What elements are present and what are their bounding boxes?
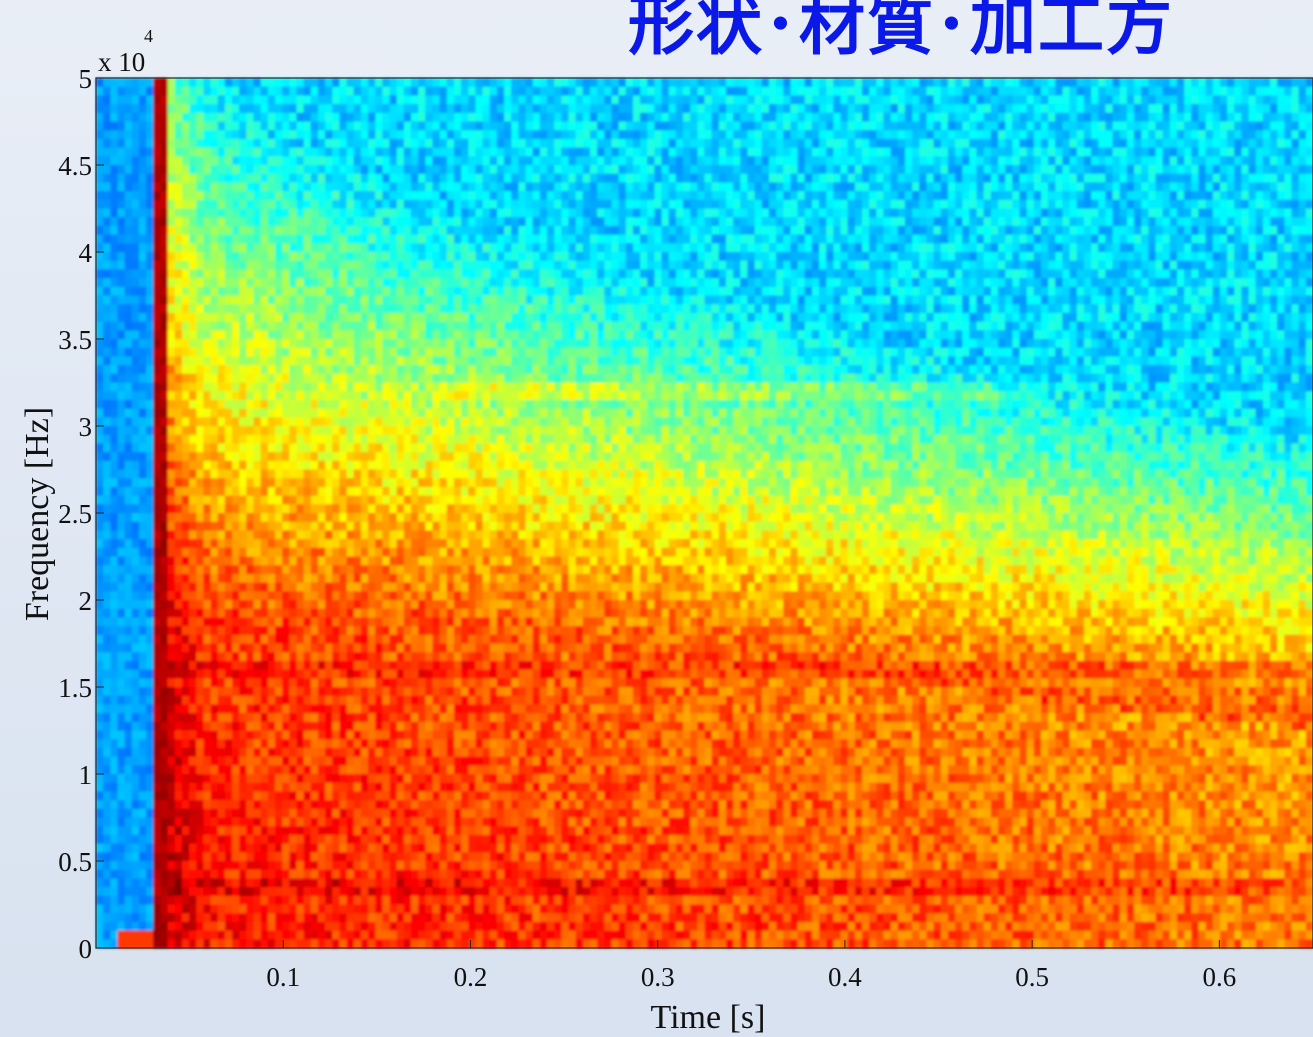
y-tick-label: 2 <box>79 586 93 616</box>
y-tick-label: 5 <box>79 64 93 94</box>
y-tick-label: 3 <box>79 412 93 442</box>
y-tick-label: 2.5 <box>58 499 92 529</box>
y-tick-label: 3.5 <box>58 325 92 355</box>
spectrogram-heatmap <box>96 78 1313 949</box>
x-axis-ticks: 0.1 0.2 0.3 0.4 0.5 0.6 <box>266 940 1236 992</box>
x-tick-label: 0.6 <box>1203 962 1237 992</box>
x-axis-label: Time [s] <box>651 999 766 1036</box>
y-axis-ticks: 0 0.5 1 1.5 2 2.5 3 3.5 4 4.5 5 <box>58 64 104 964</box>
x-tick-label: 0.2 <box>454 962 488 992</box>
x-tick-label: 0.4 <box>828 962 862 992</box>
y-axis-label: Frequency [Hz] <box>19 407 56 621</box>
y-multiplier-base: x 10 <box>98 47 145 77</box>
y-multiplier-exponent: 4 <box>144 26 153 46</box>
x-tick-label: 0.1 <box>266 962 300 992</box>
plot-area <box>95 77 1313 949</box>
y-tick-label: 1.5 <box>58 673 92 703</box>
slide-title: 形状･材質･加工方 <box>628 0 1174 64</box>
y-tick-label: 4 <box>79 238 93 268</box>
y-tick-label: 0.5 <box>58 847 92 877</box>
x-tick-label: 0.3 <box>641 962 675 992</box>
x-tick-label: 0.5 <box>1015 962 1049 992</box>
y-tick-label: 1 <box>79 760 93 790</box>
y-tick-label: 0 <box>79 934 93 964</box>
y-tick-label: 4.5 <box>58 151 92 181</box>
